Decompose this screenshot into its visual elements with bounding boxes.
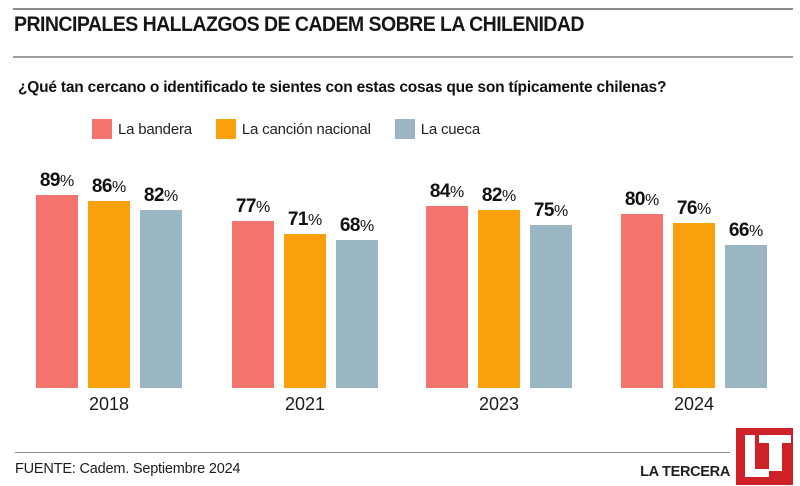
footer-divider — [15, 452, 730, 453]
logo-letter-l-stem — [745, 434, 755, 477]
bar-la-cancion-nacional-2018 — [88, 201, 130, 388]
legend-swatch-la-cueca — [394, 119, 415, 139]
source-note: FUENTE: Cadem. Septiembre 2024 — [15, 461, 241, 477]
bar-value-label: 84% — [429, 181, 465, 202]
bar-la-cueca-2023 — [530, 225, 572, 388]
bar-column-la-cueca-2018: 82% — [140, 186, 182, 388]
bar-group-2018: 89% 86% 82% 2018 — [36, 170, 182, 415]
x-axis-label-2024: 2024 — [673, 394, 715, 414]
bar-column-la-bandera-2024: 80% — [621, 190, 663, 388]
x-axis-label-2018: 2018 — [88, 394, 130, 414]
bar-la-bandera-2018 — [36, 195, 78, 388]
bar-column-la-bandera-2018: 89% — [36, 171, 78, 388]
bar-value-label: 82% — [481, 185, 517, 206]
x-axis-label-2021: 2021 — [284, 394, 326, 414]
bar-column-la-cancion-nacional-2018: 86% — [88, 177, 130, 388]
legend-label: La bandera — [118, 120, 192, 138]
bar-value-label: 77% — [235, 196, 271, 217]
legend-item-la-bandera: La bandera — [92, 119, 192, 139]
brand-name: LA TERCERA — [640, 464, 730, 480]
bar-la-cancion-nacional-2021 — [284, 234, 326, 388]
bar-group-2024: 80% 76% 66% 2024 — [621, 170, 767, 415]
bar-column-la-cancion-nacional-2023: 82% — [478, 186, 520, 388]
logo-letter-l-foot — [745, 469, 770, 477]
bar-value-label: 75% — [533, 200, 569, 221]
legend-swatch-la-cancion-nacional — [215, 119, 236, 139]
top-rule — [13, 8, 793, 10]
legend-label: La canción nacional — [241, 120, 371, 138]
bar-la-bandera-2021 — [232, 221, 274, 388]
bar-la-bandera-2024 — [621, 214, 663, 388]
bar-la-cueca-2018 — [140, 210, 182, 388]
logo-letter-t-stem — [769, 434, 782, 472]
bar-group-bars: 80% 76% 66% — [621, 170, 767, 388]
bar-column-la-bandera-2023: 84% — [426, 182, 468, 388]
bar-column-la-cueca-2024: 66% — [725, 221, 767, 388]
bar-group-2021: 77% 71% 68% 2021 — [232, 170, 378, 415]
legend-label: La cueca — [420, 120, 480, 138]
grouped-bar-chart: 89% 86% 82% 2018 77% 71% 68% 2021 84% 82% 75% 2023 8… — [0, 170, 800, 415]
bar-value-label: 86% — [91, 176, 127, 197]
bar-value-label: 76% — [676, 198, 712, 219]
bar-value-label: 89% — [39, 170, 75, 191]
bar-group-bars: 84% 82% 75% — [426, 170, 572, 388]
bar-la-cueca-2024 — [725, 245, 767, 388]
bar-la-cancion-nacional-2023 — [478, 210, 520, 388]
legend-item-la-cueca: La cueca — [394, 119, 480, 139]
bar-column-la-cueca-2023: 75% — [530, 201, 572, 388]
title-divider — [13, 56, 793, 58]
bar-column-la-cancion-nacional-2024: 76% — [673, 199, 715, 388]
legend-swatch-la-bandera — [92, 119, 112, 139]
bar-value-label: 82% — [143, 185, 179, 206]
bar-value-label: 80% — [624, 189, 660, 210]
bar-column-la-bandera-2021: 77% — [232, 197, 274, 388]
bar-group-2023: 84% 82% 75% 2023 — [426, 170, 572, 415]
x-axis-label-2023: 2023 — [478, 394, 520, 414]
chart-legend: La bandera La canción nacional La cueca — [92, 119, 480, 139]
bar-value-label: 71% — [287, 209, 323, 230]
bar-la-bandera-2023 — [426, 206, 468, 388]
bar-la-cueca-2021 — [336, 240, 378, 388]
la-tercera-logo — [736, 428, 793, 485]
chart-question: ¿Qué tan cercano o identificado te sient… — [18, 79, 667, 96]
bar-value-label: 66% — [728, 220, 764, 241]
bar-column-la-cueca-2021: 68% — [336, 216, 378, 388]
legend-item-la-cancion-nacional: La canción nacional — [215, 119, 371, 139]
bar-column-la-cancion-nacional-2021: 71% — [284, 210, 326, 388]
page-title: PRINCIPALES HALLAZGOS DE CADEM SOBRE LA … — [14, 13, 585, 36]
bar-group-bars: 77% 71% 68% — [232, 170, 378, 388]
bar-group-bars: 89% 86% 82% — [36, 170, 182, 388]
bar-la-cancion-nacional-2024 — [673, 223, 715, 388]
bar-value-label: 68% — [339, 215, 375, 236]
